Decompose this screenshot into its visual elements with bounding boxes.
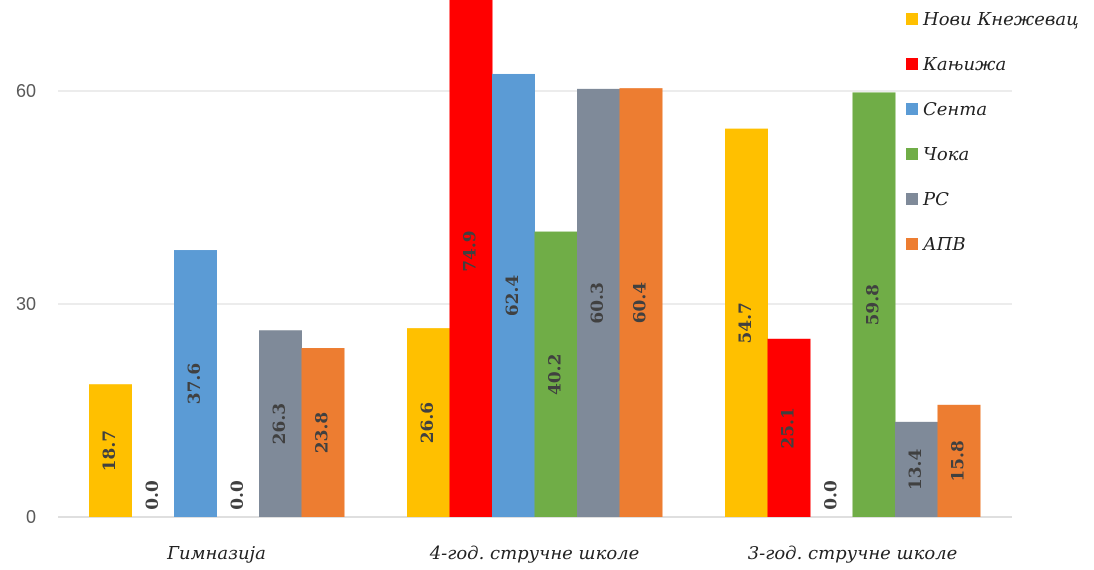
data-label: 26.6 [418, 402, 438, 443]
data-label: 15.8 [949, 440, 969, 481]
data-label: 18.7 [100, 430, 120, 471]
legend-swatch [906, 13, 918, 25]
legend-swatch [906, 103, 918, 115]
bar-4-2 [895, 421, 938, 517]
data-label: 59.8 [864, 284, 884, 325]
bar-5-1 [619, 88, 663, 517]
data-label: 60.4 [631, 282, 651, 324]
data-label: 54.7 [736, 302, 756, 343]
bar-0-1 [407, 328, 450, 517]
bar-4-1 [577, 88, 620, 518]
bar-2-0 [174, 250, 217, 518]
data-label: 40.2 [546, 354, 566, 395]
legend-label: Нови Кнежевац [922, 9, 1079, 30]
data-label: 26.3 [270, 403, 290, 444]
bar-5-0 [301, 348, 345, 517]
data-label: 74.9 [461, 230, 481, 271]
bar-3-1 [534, 231, 578, 517]
data-label: 0.0 [143, 480, 163, 510]
bar-0-2 [725, 128, 768, 517]
data-label: 62.4 [503, 275, 523, 317]
legend-swatch [906, 193, 918, 205]
legend-swatch [906, 58, 918, 70]
x-category-label: Гимназија [166, 543, 266, 564]
bar-4-0 [259, 330, 302, 517]
legend-label: АПВ [921, 234, 966, 255]
x-category-label: 3-год. стручне школе [748, 543, 958, 564]
data-label: 37.6 [185, 363, 205, 404]
data-label: 13.4 [906, 449, 926, 491]
x-category-label: 4-год. стручне школе [429, 543, 640, 564]
legend-label: РС [922, 189, 949, 210]
data-label: 0.0 [228, 480, 248, 510]
data-label: 0.0 [821, 480, 841, 510]
bar-3-2 [852, 92, 896, 518]
data-label: 25.1 [779, 407, 799, 448]
bar-0-0 [89, 384, 132, 517]
y-tick-label: 0 [26, 507, 36, 527]
data-label: 23.8 [313, 412, 333, 453]
legend-swatch [906, 238, 918, 250]
legend-label: Чока [923, 144, 969, 165]
legend-swatch [906, 148, 918, 160]
bar-2-1 [492, 73, 535, 518]
bar-1-1 [449, 0, 493, 517]
legend-label: Кањижа [922, 54, 1006, 75]
legend-label: Сента [923, 99, 987, 120]
bar-1-2 [767, 338, 811, 517]
bar-5-2 [937, 404, 981, 517]
data-label: 60.3 [588, 282, 608, 323]
y-tick-label: 60 [16, 81, 36, 101]
y-tick-label: 30 [16, 294, 36, 314]
